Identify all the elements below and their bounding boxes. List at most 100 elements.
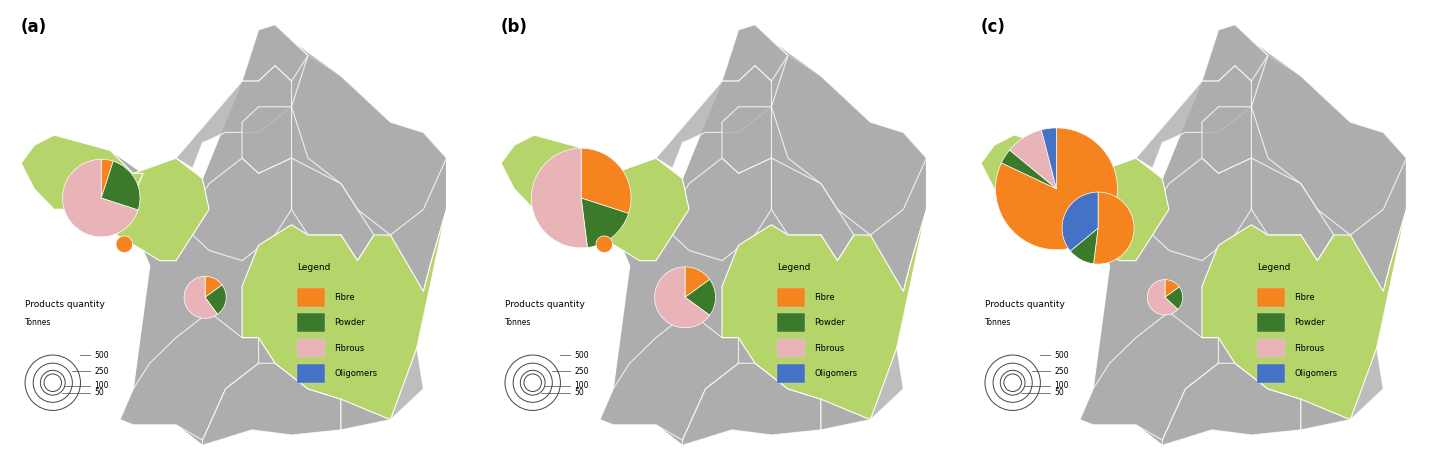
Wedge shape (1041, 128, 1057, 189)
Wedge shape (116, 236, 133, 252)
Wedge shape (1009, 130, 1057, 189)
Text: 100: 100 (94, 381, 108, 390)
Polygon shape (980, 25, 1406, 445)
Text: 250: 250 (94, 367, 108, 376)
Text: Products quantity: Products quantity (985, 300, 1064, 309)
Bar (1258, 339, 1285, 357)
Wedge shape (1093, 192, 1134, 264)
Text: 500: 500 (575, 351, 589, 360)
Polygon shape (243, 209, 446, 420)
Text: 250: 250 (1054, 367, 1069, 376)
Bar (777, 364, 806, 383)
Wedge shape (101, 161, 140, 210)
Polygon shape (501, 25, 927, 445)
Polygon shape (1077, 158, 1170, 261)
Polygon shape (722, 209, 927, 420)
Text: (b): (b) (501, 18, 527, 36)
Polygon shape (1201, 107, 1252, 173)
Polygon shape (771, 158, 853, 261)
Polygon shape (117, 158, 209, 261)
Text: Oligomers: Oligomers (335, 369, 377, 378)
Wedge shape (183, 276, 218, 318)
Bar (777, 288, 806, 306)
Text: (a): (a) (20, 18, 46, 36)
Polygon shape (980, 135, 1103, 235)
Bar (1258, 288, 1285, 306)
Polygon shape (601, 312, 738, 440)
Polygon shape (176, 66, 292, 168)
Wedge shape (1165, 287, 1183, 309)
Polygon shape (1162, 363, 1301, 445)
Wedge shape (995, 128, 1118, 250)
Wedge shape (1070, 228, 1097, 264)
Polygon shape (1152, 158, 1252, 261)
Wedge shape (596, 236, 612, 252)
Polygon shape (192, 158, 292, 261)
Text: Powder: Powder (1294, 318, 1326, 327)
Wedge shape (531, 148, 588, 248)
Bar (297, 288, 325, 306)
Polygon shape (202, 363, 341, 445)
Text: Oligomers: Oligomers (814, 369, 858, 378)
Polygon shape (22, 25, 446, 445)
Polygon shape (722, 107, 771, 173)
Text: Legend: Legend (297, 263, 331, 272)
Polygon shape (341, 348, 423, 430)
Polygon shape (292, 158, 374, 261)
Polygon shape (1080, 312, 1219, 440)
Polygon shape (243, 107, 292, 173)
Text: Fibrous: Fibrous (335, 344, 365, 352)
Bar (297, 313, 325, 332)
Text: (c): (c) (980, 18, 1005, 36)
Polygon shape (22, 135, 143, 235)
Text: 500: 500 (1054, 351, 1069, 360)
Text: Oligomers: Oligomers (1294, 369, 1337, 378)
Text: 100: 100 (1054, 381, 1069, 390)
Wedge shape (1148, 280, 1178, 315)
Text: Tonnes: Tonnes (505, 318, 531, 327)
Text: 50: 50 (575, 388, 583, 398)
Polygon shape (1201, 209, 1406, 420)
Wedge shape (1165, 280, 1180, 298)
Text: Products quantity: Products quantity (505, 300, 585, 309)
Text: 50: 50 (1054, 388, 1064, 398)
Bar (297, 339, 325, 357)
Text: 500: 500 (94, 351, 108, 360)
Polygon shape (292, 40, 446, 235)
Polygon shape (596, 158, 689, 261)
Text: Fibre: Fibre (1294, 293, 1315, 302)
Text: Fibrous: Fibrous (814, 344, 845, 352)
Polygon shape (1301, 348, 1383, 430)
Bar (1258, 364, 1285, 383)
Polygon shape (1252, 40, 1406, 235)
Polygon shape (501, 135, 622, 235)
Text: Fibre: Fibre (814, 293, 835, 302)
Text: Powder: Powder (814, 318, 845, 327)
Polygon shape (673, 158, 771, 261)
Text: Products quantity: Products quantity (25, 300, 105, 309)
Bar (777, 339, 806, 357)
Wedge shape (684, 267, 709, 298)
Text: Tonnes: Tonnes (985, 318, 1011, 327)
Bar (777, 313, 806, 332)
Polygon shape (1201, 25, 1268, 81)
Polygon shape (771, 40, 927, 235)
Wedge shape (205, 285, 227, 314)
Wedge shape (62, 159, 139, 237)
Polygon shape (722, 25, 788, 81)
Text: Fibre: Fibre (335, 293, 355, 302)
Polygon shape (120, 312, 258, 440)
Wedge shape (580, 148, 631, 213)
Polygon shape (1252, 158, 1334, 261)
Polygon shape (1136, 66, 1252, 168)
Polygon shape (683, 363, 822, 445)
Wedge shape (101, 159, 113, 198)
Polygon shape (656, 66, 771, 168)
Text: 100: 100 (575, 381, 589, 390)
Text: Powder: Powder (335, 318, 365, 327)
Wedge shape (580, 198, 628, 248)
Text: 50: 50 (94, 388, 104, 398)
Wedge shape (684, 280, 716, 315)
Bar (1258, 313, 1285, 332)
Text: 250: 250 (575, 367, 589, 376)
